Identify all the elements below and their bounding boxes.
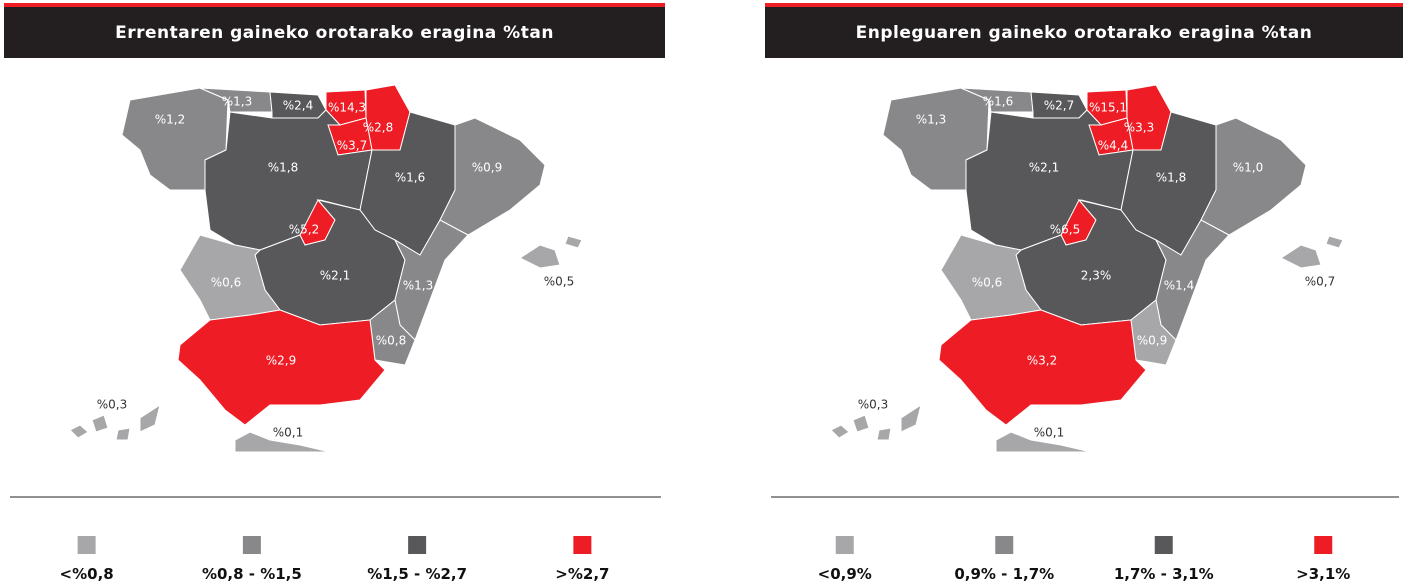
region-label: %2,1 (320, 269, 351, 283)
region-label: %1,6 (395, 171, 426, 185)
legend-label: %0,8 - %1,5 (202, 565, 302, 583)
island (852, 414, 870, 433)
region (995, 431, 1092, 453)
title-bar (4, 7, 665, 58)
region-label: %2,8 (363, 121, 394, 135)
region (234, 431, 331, 453)
region-label: %0,6 (211, 276, 242, 290)
region (518, 244, 561, 269)
region-label: %1,2 (155, 113, 186, 127)
region-label: %3,2 (1027, 354, 1058, 368)
region (393, 219, 469, 341)
region-label: %0,3 (97, 398, 128, 412)
legend-label: <0,9% (818, 565, 872, 583)
island (876, 427, 892, 441)
region (938, 309, 1147, 426)
region-label: %0,9 (1137, 334, 1168, 348)
region (960, 87, 1034, 113)
title-accent (4, 3, 665, 7)
region-label: 2,3% (1081, 269, 1112, 283)
island (115, 427, 131, 441)
region-label: %1,4 (1164, 279, 1195, 293)
legend-swatch (408, 536, 427, 554)
region-label: %1,6 (983, 95, 1014, 109)
island (91, 414, 109, 433)
region-label: %0,3 (858, 398, 889, 412)
region-label: %0,6 (972, 276, 1003, 290)
region-label: %0,7 (1305, 275, 1336, 289)
region-label: %0,8 (376, 334, 407, 348)
legend-swatch (835, 536, 854, 554)
region-label: %0,5 (544, 275, 575, 289)
region-label: %1,3 (403, 279, 434, 293)
island (1325, 235, 1344, 249)
region (830, 424, 850, 439)
legend-swatch (1314, 536, 1333, 554)
region (1200, 117, 1307, 236)
region-label: %6,5 (1050, 223, 1081, 237)
region-label: %15,1 (1089, 101, 1127, 115)
region-label: %1,3 (916, 113, 947, 127)
legend-label: >%2,7 (555, 565, 609, 583)
region-label: %3,7 (337, 139, 368, 153)
region (69, 424, 89, 439)
region-label: %0,1 (1034, 426, 1065, 440)
island (564, 235, 583, 249)
region-label: %0,9 (472, 161, 503, 175)
region-label: %2,7 (1044, 99, 1075, 113)
region-label: %3,3 (1124, 121, 1155, 135)
island (900, 403, 922, 433)
legend-swatch (1154, 536, 1173, 554)
panel: Enpleguaren gaineko orotarako eragina %t… (765, 3, 1403, 583)
panel-title: Errentaren gaineko orotarako eragina %ta… (115, 23, 554, 43)
legend-label: <%0,8 (60, 565, 114, 583)
legend-swatch (77, 536, 96, 554)
region-label: %1,3 (222, 95, 253, 109)
title-accent (765, 3, 1403, 7)
title-bar (765, 7, 1403, 58)
panel: Errentaren gaineko orotarako eragina %ta… (4, 3, 665, 583)
region-label: %2,1 (1029, 161, 1060, 175)
legend-swatch (242, 536, 261, 554)
region-label: %0,1 (273, 426, 304, 440)
legend-swatch (995, 536, 1014, 554)
region (1154, 219, 1230, 341)
region-label: %1,8 (268, 161, 299, 175)
region-label: %1,0 (1233, 161, 1264, 175)
region (439, 117, 546, 236)
region (177, 309, 386, 426)
region-label: %4,4 (1098, 139, 1129, 153)
region-label: %2,4 (283, 99, 314, 113)
region-label: %1,8 (1156, 171, 1187, 185)
map: %1,3 %1,6 %2,7 %15,1 %3,3 %4,4 %2,1 %1,8 %1,0 %6,… (830, 84, 1344, 453)
region (1279, 244, 1322, 269)
legend-label: 0,9% - 1,7% (954, 565, 1054, 583)
panel-title: Enpleguaren gaineko orotarako eragina %t… (856, 23, 1313, 43)
region-label: %5,2 (289, 223, 320, 237)
legend-label: %1,5 - %2,7 (367, 565, 467, 583)
map: %1,2 %1,3 %2,4 %14,3 %2,8 %3,7 %1,8 %1,6 %0,9 %5,… (69, 84, 583, 453)
legend-label: 1,7% - 3,1% (1114, 565, 1214, 583)
region-label: %14,3 (328, 101, 366, 115)
legend-swatch (573, 536, 592, 554)
legend-label: >3,1% (1296, 565, 1350, 583)
region-label: %2,9 (266, 354, 297, 368)
region (199, 87, 273, 113)
island (139, 403, 161, 433)
